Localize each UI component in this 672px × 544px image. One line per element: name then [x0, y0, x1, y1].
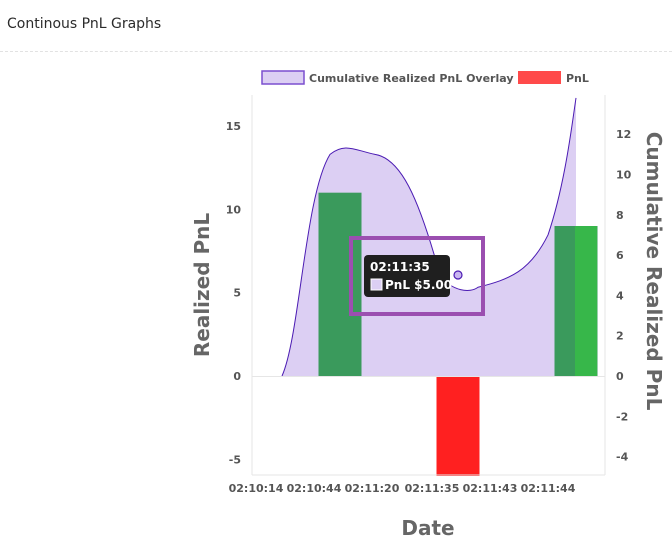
pnl-bar-highlight-segment: [575, 226, 597, 376]
right-axis-ticks: -4 -2 0 2 4 6 8 10 12: [616, 128, 632, 463]
y-tick-label: 5: [233, 287, 241, 300]
x-axis-title: Date: [401, 516, 454, 540]
panel-header: Continous PnL Graphs: [0, 0, 672, 50]
x-tick-label: 02:11:44: [521, 482, 576, 495]
y2-tick-label: -2: [616, 410, 628, 423]
x-tick-label: 02:10:14: [229, 482, 284, 495]
legend-label-overlay[interactable]: Cumulative Realized PnL Overlay: [309, 72, 514, 85]
y-axis-title: Realized PnL: [190, 213, 214, 358]
highlight-box: [349, 236, 485, 316]
y-tick-label: 10: [226, 203, 242, 216]
legend-swatch-pnl[interactable]: [518, 71, 561, 84]
tooltip-value: PnL $5.00: [385, 278, 452, 292]
hover-point-marker[interactable]: [453, 270, 463, 280]
y2-tick-label: 2: [616, 330, 624, 343]
x-tick-label: 02:11:20: [345, 482, 400, 495]
y2-tick-label: 6: [616, 249, 624, 262]
y2-tick-label: 4: [616, 289, 624, 302]
tooltip: 02:11:35 PnL $5.00: [364, 255, 452, 297]
y2-tick-label: 8: [616, 209, 624, 222]
y2-tick-label: 12: [616, 128, 631, 141]
y2-tick-label: 10: [616, 169, 632, 182]
y-tick-label: -5: [229, 453, 241, 466]
y2-axis-title: Cumulative Realized PnL: [642, 132, 666, 411]
pnl-bar-021044[interactable]: [318, 192, 362, 376]
y-tick-label: 15: [226, 120, 241, 133]
legend[interactable]: Cumulative Realized PnL Overlay PnL: [261, 70, 589, 85]
pnl-bar-021135[interactable]: [436, 376, 480, 476]
header-divider: [0, 51, 672, 52]
x-tick-label: 02:10:44: [287, 482, 342, 495]
cumulative-area-line: [281, 97, 577, 377]
left-axis-ticks: -5 0 5 10 15: [226, 120, 242, 466]
tooltip-background: [364, 255, 450, 297]
pnl-bars: [318, 192, 598, 476]
x-tick-label: 02:11:35: [405, 482, 460, 495]
legend-swatch-overlay[interactable]: [261, 70, 305, 85]
legend-label-pnl[interactable]: PnL: [566, 72, 589, 85]
y2-tick-label: 0: [616, 370, 624, 383]
x-axis-ticks: 02:10:14 02:10:44 02:11:20 02:11:35 02:11:43…: [229, 482, 576, 495]
tooltip-swatch: [370, 278, 383, 291]
tooltip-title: 02:11:35: [370, 260, 430, 274]
panel-title: Continous PnL Graphs: [7, 16, 162, 32]
y2-tick-label: -4: [616, 451, 629, 464]
y-tick-label: 0: [233, 370, 241, 383]
x-tick-label: 02:11:43: [463, 482, 518, 495]
